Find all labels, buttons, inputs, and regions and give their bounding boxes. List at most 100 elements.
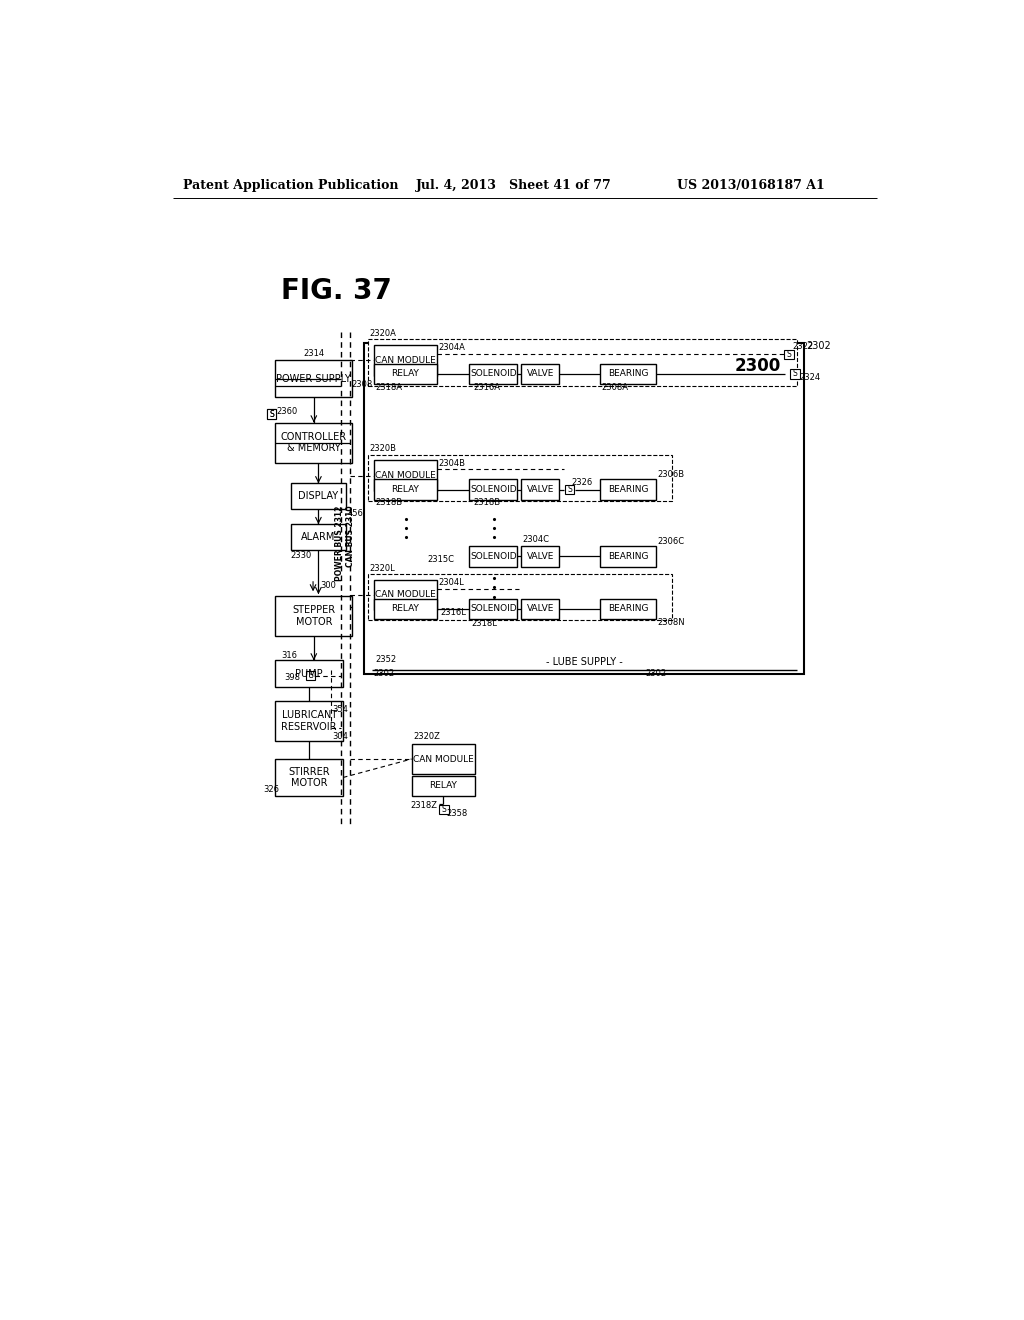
Text: 2320A: 2320A	[370, 329, 396, 338]
Text: RELAY: RELAY	[391, 484, 420, 494]
Bar	[291, 483, 346, 508]
Text: POWER BUS 2312: POWER BUS 2312	[336, 506, 344, 581]
Text: 2358: 2358	[446, 809, 468, 818]
Text: RELAY: RELAY	[391, 605, 420, 614]
Text: 2308: 2308	[351, 380, 373, 389]
Text: 2308A: 2308A	[602, 383, 629, 392]
Text: SOLENOID: SOLENOID	[470, 370, 516, 379]
Text: CAN MODULE: CAN MODULE	[375, 590, 436, 599]
Text: VALVE: VALVE	[526, 605, 554, 614]
Bar	[267, 409, 276, 418]
Text: S: S	[786, 350, 792, 359]
Text: DISPLAY: DISPLAY	[298, 491, 339, 502]
Bar	[784, 350, 794, 359]
Text: POWER SUPPLY: POWER SUPPLY	[276, 374, 351, 384]
Text: 2318B: 2318B	[473, 498, 501, 507]
Text: CAN BUS 2310: CAN BUS 2310	[346, 504, 355, 566]
Text: 2302: 2302	[373, 669, 394, 678]
Text: CAN MODULE: CAN MODULE	[375, 471, 436, 480]
Bar	[291, 524, 346, 549]
Bar	[412, 743, 475, 775]
Text: BEARING: BEARING	[607, 370, 648, 379]
Text: CAN MODULE: CAN MODULE	[413, 755, 473, 763]
Text: 2326: 2326	[571, 478, 593, 487]
Text: 2318A: 2318A	[376, 383, 402, 392]
Text: 2304L: 2304L	[438, 578, 464, 587]
Text: 2316A: 2316A	[473, 383, 500, 392]
Bar	[439, 805, 449, 814]
Text: 2308N: 2308N	[657, 618, 685, 627]
Text: LUBRICANT
RESERVOIR: LUBRICANT RESERVOIR	[282, 710, 337, 733]
Text: 304: 304	[333, 733, 348, 742]
Text: RELAY: RELAY	[429, 781, 457, 791]
Text: 2360: 2360	[276, 408, 298, 416]
Bar	[521, 599, 559, 619]
Text: 2318L: 2318L	[471, 619, 497, 628]
Bar	[469, 364, 517, 384]
Text: 2304A: 2304A	[438, 343, 466, 352]
Text: S: S	[269, 409, 273, 418]
Text: SOLENOID: SOLENOID	[470, 605, 516, 614]
Bar	[469, 479, 517, 499]
Text: ALARM: ALARM	[301, 532, 336, 541]
Bar	[374, 345, 437, 376]
Text: STEPPER
MOTOR: STEPPER MOTOR	[292, 605, 336, 627]
Bar	[412, 776, 475, 796]
Text: VALVE: VALVE	[526, 552, 554, 561]
Text: 354: 354	[333, 705, 348, 714]
Bar	[565, 484, 574, 494]
Text: S: S	[308, 672, 313, 680]
Text: 2314: 2314	[303, 348, 325, 358]
Text: 398: 398	[285, 673, 301, 682]
Text: BEARING: BEARING	[607, 552, 648, 561]
Bar	[600, 599, 655, 619]
Bar	[368, 339, 798, 385]
Text: 2322: 2322	[793, 342, 814, 351]
Bar	[791, 370, 800, 379]
Text: 2304B: 2304B	[438, 459, 466, 469]
Text: 326: 326	[264, 784, 280, 793]
Bar	[374, 479, 437, 499]
Text: CAN MODULE: CAN MODULE	[375, 355, 436, 364]
Text: S: S	[567, 484, 571, 494]
Text: 2316L: 2316L	[440, 607, 466, 616]
Text: VALVE: VALVE	[526, 484, 554, 494]
Text: BEARING: BEARING	[607, 605, 648, 614]
Text: 2352: 2352	[376, 655, 396, 664]
Bar	[374, 461, 437, 491]
Text: Jul. 4, 2013   Sheet 41 of 77: Jul. 4, 2013 Sheet 41 of 77	[416, 178, 611, 191]
Bar	[374, 364, 437, 384]
Text: SOLENOID: SOLENOID	[470, 484, 516, 494]
Text: 2320B: 2320B	[370, 445, 396, 453]
Bar	[469, 546, 517, 566]
Bar	[364, 343, 804, 675]
Text: 2302: 2302	[806, 341, 830, 351]
Text: S: S	[269, 409, 273, 418]
Text: 2315C: 2315C	[427, 556, 454, 564]
Text: 2324: 2324	[799, 372, 820, 381]
Bar	[521, 546, 559, 566]
Text: - LUBE SUPPLY -: - LUBE SUPPLY -	[546, 656, 623, 667]
Bar	[275, 595, 352, 636]
Text: 2302: 2302	[646, 669, 667, 678]
Bar	[275, 422, 352, 462]
Bar	[275, 660, 343, 686]
Bar	[368, 455, 672, 502]
Bar	[275, 701, 343, 742]
Text: 2330: 2330	[291, 552, 312, 561]
Text: 2320L: 2320L	[370, 564, 395, 573]
Bar	[306, 671, 315, 681]
Bar	[267, 409, 276, 418]
Text: 2306C: 2306C	[657, 537, 684, 546]
Text: S: S	[793, 370, 798, 379]
Text: 300: 300	[319, 581, 336, 590]
Text: STIRRER
MOTOR: STIRRER MOTOR	[289, 767, 330, 788]
Text: 2306B: 2306B	[657, 470, 684, 479]
Text: 456: 456	[348, 510, 364, 517]
Bar	[368, 574, 672, 620]
Text: 2318Z: 2318Z	[410, 801, 437, 810]
Bar	[600, 364, 655, 384]
Text: BEARING: BEARING	[607, 484, 648, 494]
Text: VALVE: VALVE	[526, 370, 554, 379]
Text: US 2013/0168187 A1: US 2013/0168187 A1	[677, 178, 825, 191]
